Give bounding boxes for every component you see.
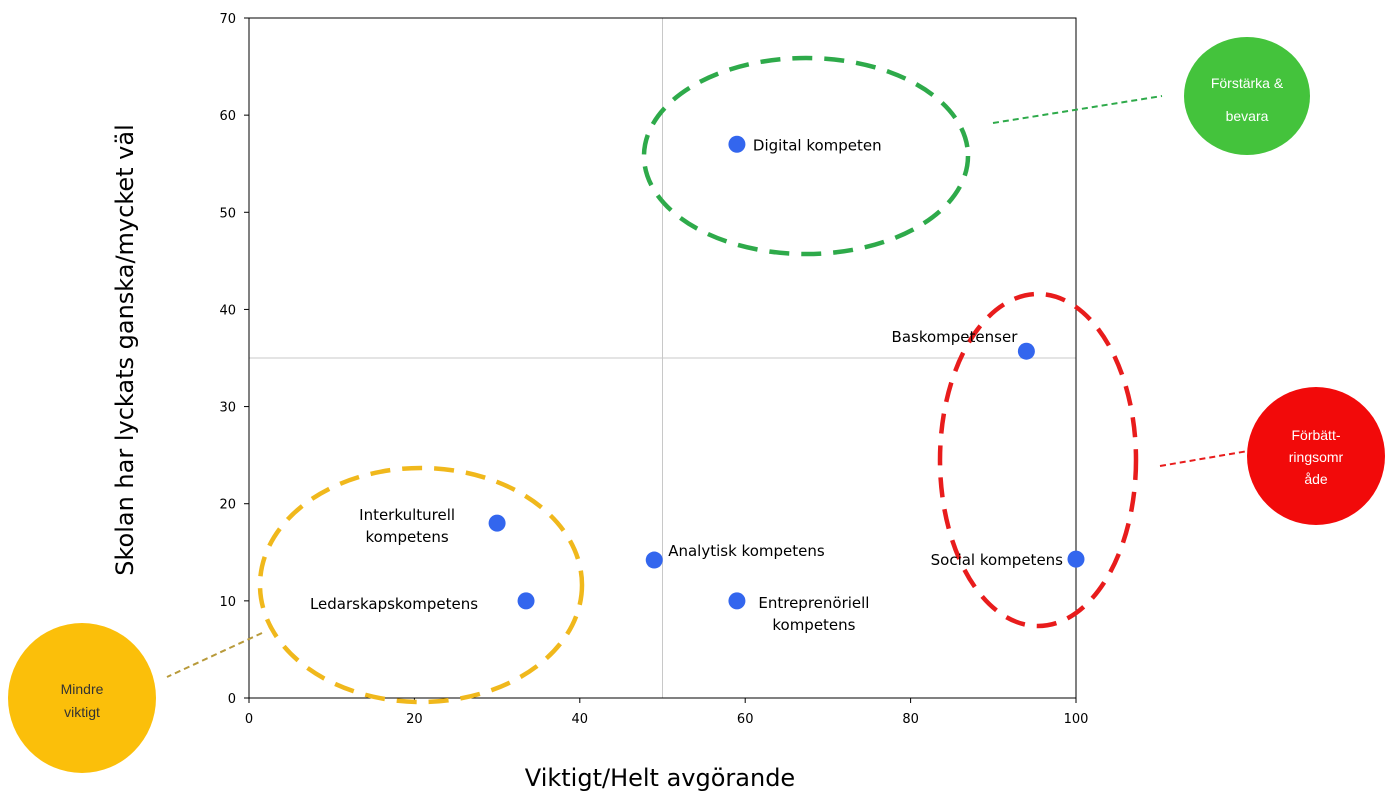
bubble-green-line-1: Förstärka & bbox=[1211, 75, 1284, 91]
y-tick-label: 40 bbox=[219, 303, 236, 318]
point-label: Baskompetenser bbox=[892, 328, 1019, 346]
data-point bbox=[645, 551, 663, 569]
group-green: Förstärka & bevara bbox=[641, 37, 1310, 257]
point-label: Interkulturell kompetens bbox=[359, 506, 455, 546]
point-label: Social kompetens bbox=[931, 551, 1064, 569]
bubble-red-line-1: Förbätt- bbox=[1291, 427, 1340, 443]
connector-yellow bbox=[166, 632, 263, 678]
x-tick-label: 60 bbox=[737, 712, 754, 727]
y-tick-label: 20 bbox=[219, 498, 236, 513]
group-ellipse-red bbox=[937, 291, 1139, 629]
group-red: Förbätt- ringsomr åde bbox=[937, 291, 1385, 629]
point-label: Analytisk kompetens bbox=[668, 542, 825, 560]
grid bbox=[249, 18, 1076, 698]
x-tick-label: 0 bbox=[245, 712, 253, 727]
x-tick-label: 40 bbox=[572, 712, 589, 727]
bubble-yellow bbox=[8, 623, 156, 773]
data-point bbox=[728, 592, 746, 610]
group-ellipse-green bbox=[641, 55, 971, 257]
data-point bbox=[1017, 342, 1035, 360]
bubble-yellow-line-1: Mindre bbox=[61, 681, 104, 697]
group-yellow: Mindre viktigt bbox=[8, 465, 585, 773]
bubble-green-line-2: bevara bbox=[1226, 108, 1269, 124]
data-point bbox=[488, 514, 506, 532]
x-tick-label: 100 bbox=[1064, 712, 1089, 727]
connector-red bbox=[1159, 450, 1249, 467]
y-tick-label: 70 bbox=[219, 12, 236, 27]
bubble-red-line-2: ringsomr bbox=[1289, 449, 1344, 465]
plot-area bbox=[248, 17, 1077, 699]
y-axis: 0 10 20 30 40 50 60 70 bbox=[219, 12, 249, 707]
point-label: Digital kompeten bbox=[753, 136, 882, 154]
data-point bbox=[1067, 550, 1085, 568]
y-tick-label: 60 bbox=[219, 109, 236, 124]
data-point bbox=[517, 592, 535, 610]
bubble-green bbox=[1184, 37, 1310, 155]
connector-green bbox=[992, 95, 1163, 124]
x-axis-label: Viktigt/Helt avgörande bbox=[525, 764, 795, 792]
bubble-yellow-line-2: viktigt bbox=[64, 704, 100, 720]
y-tick-label: 0 bbox=[228, 692, 236, 707]
data-point bbox=[728, 135, 746, 153]
point-label: Entreprenöriell kompetens bbox=[758, 594, 869, 634]
point-labels: Digital kompeten Baskompetenser Interkultu… bbox=[310, 136, 1063, 634]
bubble-red bbox=[1247, 387, 1385, 525]
y-tick-label: 10 bbox=[219, 595, 236, 610]
data-points bbox=[488, 135, 1085, 610]
point-label: Ledarskapskompetens bbox=[310, 595, 478, 613]
bubble-red-line-3: åde bbox=[1304, 471, 1328, 487]
x-tick-label: 20 bbox=[406, 712, 423, 727]
x-tick-label: 80 bbox=[902, 712, 919, 727]
x-axis: 0 20 40 60 80 100 bbox=[245, 698, 1089, 727]
y-tick-label: 30 bbox=[219, 401, 236, 416]
y-tick-label: 50 bbox=[219, 206, 236, 221]
group-ellipse-yellow bbox=[257, 465, 585, 705]
y-axis-label: Skolan har lyckats ganska/mycket väl bbox=[111, 124, 139, 576]
